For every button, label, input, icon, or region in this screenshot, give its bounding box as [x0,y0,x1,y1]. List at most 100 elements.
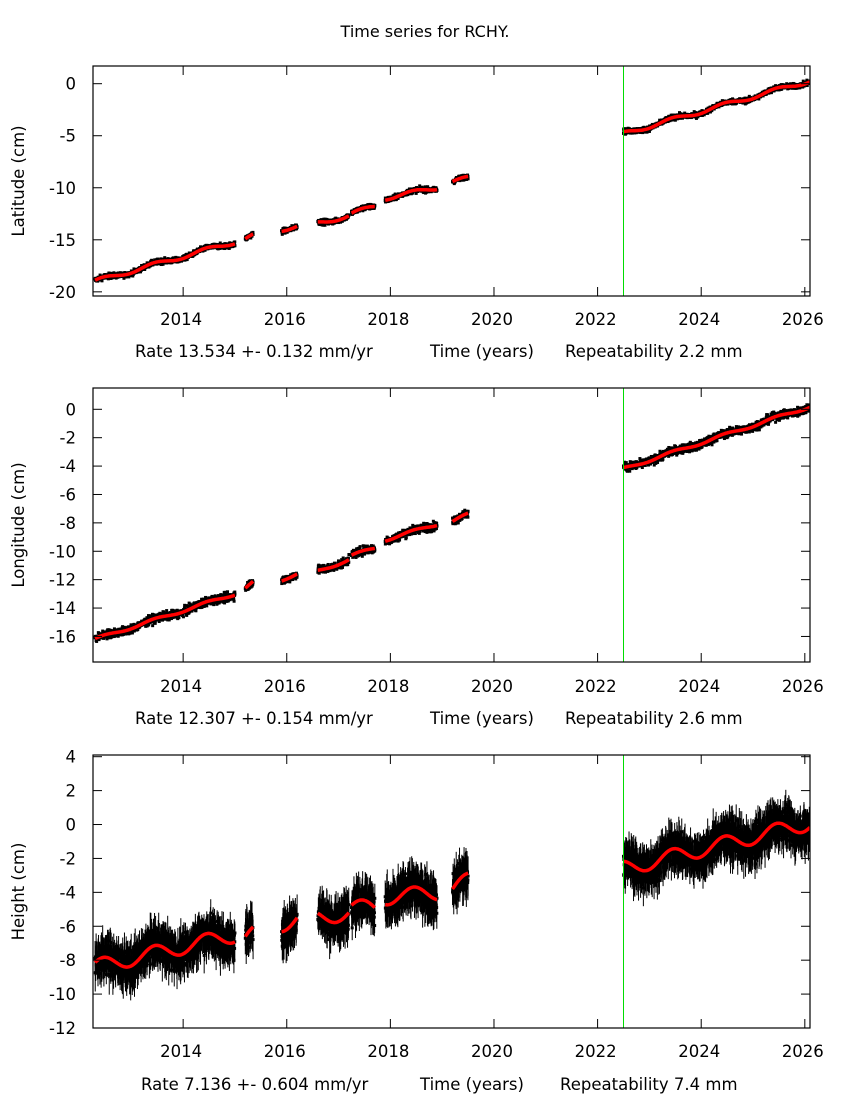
data-point [743,96,747,100]
data-point [132,629,136,633]
data-point [326,562,330,566]
x-tick-label: 2016 [264,310,306,329]
data-point [317,563,321,567]
x-tick-label: 2014 [160,310,202,329]
data-point [337,565,341,569]
data-point [226,599,230,603]
data-point [461,510,465,514]
data-point [209,602,213,606]
data-point [223,601,227,605]
data-point [769,91,773,95]
data-point [648,462,652,466]
x-tick-label: 2024 [678,310,720,329]
x-axis-label: Time (years) [429,342,534,361]
data-point [106,277,110,281]
data-point [283,231,287,235]
data-point [233,240,237,244]
data-point [194,609,198,613]
data-point [250,584,254,588]
data-point [665,447,669,451]
data-point [645,130,649,134]
data-point [693,448,697,452]
data-point [432,185,436,189]
data-point [679,112,683,116]
data-point [151,624,155,628]
model-curves [94,80,810,282]
model-curve [281,224,298,234]
data-point [670,446,674,450]
data-point [625,469,629,473]
data-point [118,627,122,631]
data-point [153,619,157,623]
data-point [108,271,112,275]
data-point [155,262,159,266]
data-point [176,256,180,260]
data-point [291,578,295,582]
data-point [460,517,464,521]
data-point [373,203,377,207]
data-point [726,102,730,106]
data-point [697,447,701,451]
latitude-panel: 2014 2016 2018 2020 2022 2024 20260-5-10-15-20… [9,65,824,361]
data-point [326,569,330,573]
data-point [638,457,642,461]
data-point [410,187,414,191]
data-point [641,458,645,462]
data-point [757,97,761,101]
data-point [423,530,427,534]
data-point [218,600,222,604]
data-point [146,614,150,618]
rate-label: Rate 13.534 +- 0.132 mm/yr [135,342,373,361]
data-point [674,444,678,448]
data-point [458,518,462,522]
data-point [690,112,694,116]
data-point [454,515,458,519]
data-point [673,451,677,455]
data-point [333,561,337,565]
data-point [159,257,163,261]
data-point [346,556,350,560]
data-point [700,444,704,448]
data-point [435,521,439,525]
data-point [167,618,171,622]
data-point [710,440,714,444]
data-point [647,129,651,133]
data-point [358,547,362,551]
y-tick-label: -10 [49,179,76,198]
data-point [181,615,185,619]
data-point [347,560,351,564]
data-point [161,262,165,266]
data-point [174,255,178,259]
data-point [169,617,173,621]
data-point [106,636,110,640]
data-point [458,179,462,183]
data-point [396,196,400,200]
data-point [122,625,126,629]
data-point [223,599,227,603]
data-point [143,267,147,271]
data-point [346,563,350,567]
data-point [643,463,647,467]
data-point [681,451,685,455]
data-point [360,554,364,558]
data-point [623,460,627,464]
data-point [185,257,189,261]
data-point [150,258,154,262]
data-point [712,432,716,436]
data-point [641,131,645,135]
data-point [128,631,132,635]
data-point [393,192,397,196]
data-point [628,460,632,464]
data-point [226,590,230,594]
data-point [200,605,204,609]
data-point [177,616,181,620]
data-point [168,616,172,620]
data-point [215,602,219,606]
data-point [673,118,677,122]
data-point [347,553,351,557]
data-point [408,526,412,530]
data-point [690,449,694,453]
y-axis-label: Latitude (cm) [9,125,28,236]
data-point [430,523,434,527]
data-point [694,448,698,452]
